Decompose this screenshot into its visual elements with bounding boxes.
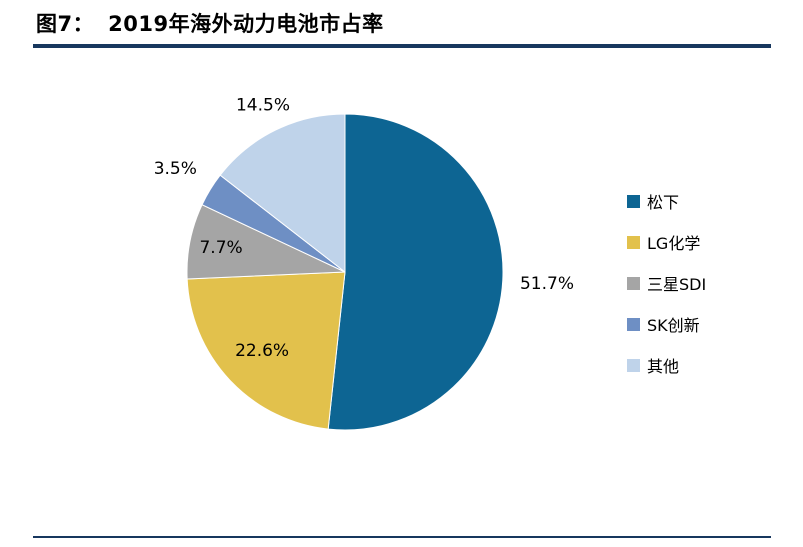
pie-slice-松下 [327,113,504,431]
chart-area: 51.7% 22.6% 7.7% 3.5% 14.5% 松下 LG化学三星SDI SK创新其… [0,50,803,530]
legend-label: SK创新 [647,316,700,335]
slice-label-LG化学: 22.6% [235,341,289,361]
slice-label-三星SDI: 7.7% [199,238,242,258]
legend-label: LG化学 [647,234,701,253]
slice-label-SK创新: 3.5% [154,159,197,179]
slice-label-其他: 14.5% [236,96,290,116]
title-underline-rule [33,44,771,48]
legend-swatch-icon [627,317,640,331]
pie-chart: 51.7% 22.6% 7.7% 3.5% 14.5% [154,96,574,431]
legend-swatch-icon [627,358,640,372]
legend-label: 其他 [647,357,680,376]
legend-item-三星SDI: 三星SDI [627,270,706,296]
legend-swatch-icon [627,276,640,290]
legend-label: 三星SDI [647,275,707,294]
legend-label: 松下 [647,193,680,212]
legend-item-松下: 松下 [627,188,706,214]
slice-label-松下: 51.7% [520,274,574,294]
pie-slice-LG化学 [186,271,346,430]
pie-slice-其他 [219,113,346,274]
figure-number-label: 图7： [36,12,95,36]
legend-item-其他: 其他 [627,352,706,378]
figure-title-text: 2019年海外动力电池市占率 [108,12,384,36]
legend-swatch-icon [627,194,640,208]
legend-item-SK创新: SK创新 [627,311,706,337]
figure-title: 图7： 2019年海外动力电池市占率 [36,8,384,38]
legend-item-LG化学: LG化学 [627,229,706,255]
bottom-border-rule [33,536,771,538]
chart-legend: 松下 LG化学三星SDI SK创新其他 [627,188,706,378]
legend-swatch-icon [627,235,640,249]
